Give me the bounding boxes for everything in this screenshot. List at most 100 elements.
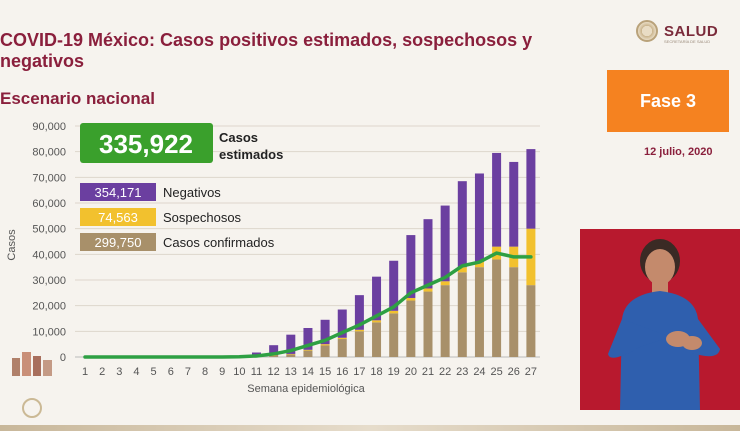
x-tick-label: 11 (251, 366, 262, 378)
bar-sospechosos (389, 310, 399, 314)
bar-sospechosos (303, 349, 313, 351)
bar-sospechosos (474, 262, 484, 268)
x-tick-label: 16 (336, 366, 348, 378)
x-tick-label: 22 (439, 366, 451, 378)
x-tick-label: 24 (473, 366, 485, 378)
bar-casos-confirmados (354, 331, 364, 357)
y-tick-label: 50,000 (32, 224, 66, 236)
bar-casos-confirmados (492, 259, 502, 357)
interpreter-figure (608, 239, 720, 410)
legend-label-confirmados: Casos confirmados (163, 235, 275, 250)
x-tick-label: 9 (219, 366, 225, 378)
x-tick-label: 1 (82, 366, 88, 378)
legend-value-confirmados: 299,750 (95, 235, 142, 250)
salud-logo: SALUD (636, 20, 718, 42)
report-date: 12 julio, 2020 (644, 146, 713, 158)
x-tick-label: 21 (422, 366, 434, 378)
bar-sospechosos (406, 297, 416, 301)
footer-bar (0, 425, 740, 431)
bar-sospechosos (286, 353, 296, 355)
bar-casos-confirmados (457, 272, 467, 357)
x-tick-label: 5 (151, 366, 157, 378)
y-axis-label: Casos (6, 229, 18, 261)
legend-value-negativos: 354,171 (95, 185, 142, 200)
x-tick-label: 4 (133, 366, 139, 378)
bar-negativos (269, 345, 279, 356)
bar-negativos (440, 205, 450, 282)
bar-casos-confirmados (474, 267, 484, 357)
bar-negativos (423, 219, 433, 289)
bar-sospechosos (440, 281, 450, 286)
y-tick-label: 70,000 (32, 172, 66, 184)
bar-negativos (526, 149, 536, 229)
legend-swatch-sospechosos (80, 208, 156, 226)
legend-value-sospechosos: 74,563 (98, 210, 138, 225)
bar-negativos (320, 319, 330, 345)
headline-box (80, 123, 213, 163)
y-tick-label: 60,000 (32, 198, 66, 210)
headline-label-2: estimados (219, 147, 283, 162)
bar-negativos (492, 152, 502, 247)
bar-sospechosos (457, 267, 467, 273)
bar-casos-confirmados (406, 300, 416, 357)
x-tick-label: 8 (202, 366, 208, 378)
bar-casos-confirmados (286, 354, 296, 357)
y-axis-ticks: 0 10,000 20,000 30,000 40,000 50,000 60,000 70,… (32, 121, 66, 364)
x-tick-label: 7 (185, 366, 191, 378)
x-tick-label: 23 (456, 366, 468, 378)
x-tick-label: 19 (388, 366, 400, 378)
x-tick-label: 6 (168, 366, 174, 378)
line-casos-estimados (83, 251, 533, 359)
bar-casos-confirmados (389, 313, 399, 357)
x-tick-label: 13 (285, 366, 297, 378)
bar-sospechosos (337, 337, 347, 340)
phase-badge: Fase 3 (607, 70, 729, 132)
page-title: COVID-19 México: Casos positivos estimad… (0, 30, 533, 71)
bar-sospechosos (354, 329, 364, 332)
y-tick-label: 30,000 (32, 275, 66, 287)
bar-casos-confirmados (526, 285, 536, 357)
headline-value: 335,922 (99, 129, 193, 159)
bar-negativos (303, 327, 313, 350)
x-tick-label: 20 (405, 366, 417, 378)
chart-legend: 335,922 Casos estimados 354,171 Negativo… (80, 123, 283, 251)
x-tick-label: 14 (302, 366, 314, 378)
x-tick-label: 18 (370, 366, 382, 378)
legend-swatch-negativos (80, 183, 156, 201)
x-axis-label: Semana epidemiológica (247, 383, 365, 395)
y-tick-label: 40,000 (32, 249, 66, 261)
sign-language-interpreter-video (580, 229, 740, 410)
seal-icon (636, 20, 658, 42)
bar-negativos (389, 260, 399, 311)
bar-sospechosos (372, 320, 382, 323)
x-tick-label: 15 (319, 366, 331, 378)
legend-swatch-confirmados (80, 233, 156, 251)
bar-casos-confirmados (509, 267, 519, 357)
x-tick-label: 26 (508, 366, 520, 378)
bar-sospechosos (423, 288, 433, 292)
bar-negativos (509, 161, 519, 247)
x-tick-label: 3 (116, 366, 122, 378)
x-axis-ticks: 1 2 3 4 5 6 7 8 9 10 11 12 13 14 15 16 17 18 19 20 21 22 23 24 2… (82, 366, 537, 378)
bar-casos-confirmados (423, 291, 433, 357)
bar-casos-confirmados (269, 355, 279, 357)
bar-casos-confirmados (337, 339, 347, 357)
bar-sospechosos (269, 355, 279, 356)
seal-icon-small (22, 398, 42, 418)
bar-casos-confirmados (303, 350, 313, 357)
bar-negativos (337, 309, 347, 338)
headline-label: Casos (219, 130, 258, 145)
bar-casos-confirmados (320, 345, 330, 357)
legend-label-sospechosos: Sospechosos (163, 210, 242, 225)
x-tick-label: 2 (99, 366, 105, 378)
bar-negativos (286, 334, 296, 354)
bar-negativos (372, 276, 382, 321)
y-tick-label: 0 (60, 352, 66, 364)
estimated-line (83, 251, 533, 359)
bar-sospechosos (320, 344, 330, 346)
page-subtitle: Escenario nacional (0, 89, 155, 108)
y-tick-label: 10,000 (32, 326, 66, 338)
x-tick-label: 10 (233, 366, 245, 378)
x-tick-label: 25 (490, 366, 502, 378)
